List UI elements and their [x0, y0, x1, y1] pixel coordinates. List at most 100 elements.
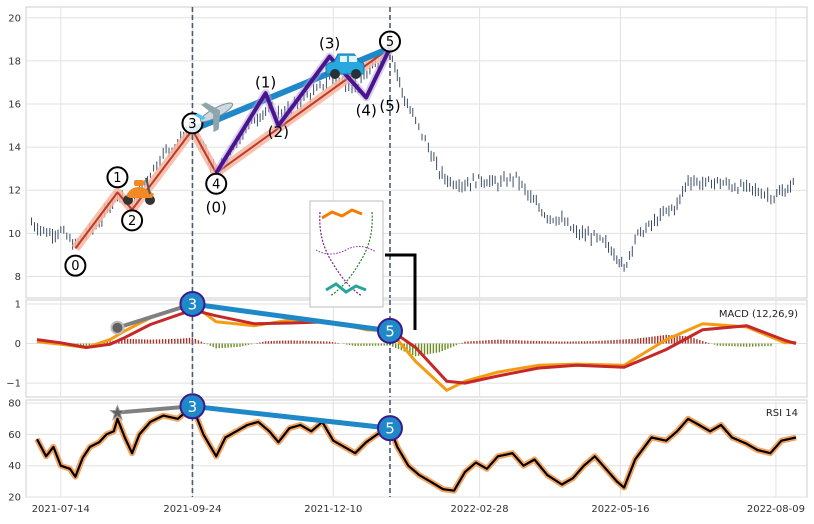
- macd-histogram-bar: [749, 344, 750, 347]
- macd-histogram-bar: [271, 341, 272, 344]
- macd-histogram-bar: [544, 341, 545, 343]
- macd-histogram-bar: [714, 344, 715, 345]
- macd-histogram-bar: [381, 344, 382, 346]
- macd-histogram-bar: [473, 341, 474, 344]
- macd-histogram-bar: [346, 344, 347, 345]
- macd-histogram-bar: [245, 344, 246, 346]
- macd-histogram-bar: [288, 341, 289, 344]
- macd-histogram-bar: [541, 341, 542, 344]
- macd-histogram-bar: [613, 340, 614, 344]
- macd-histogram-bar: [433, 344, 434, 354]
- macd-histogram-bar: [740, 344, 741, 347]
- macd-histogram-bar: [575, 341, 576, 343]
- macd-histogram-bar: [335, 343, 336, 344]
- macd-histogram-bar: [444, 344, 445, 350]
- macd-histogram-bar: [464, 342, 465, 344]
- macd-histogram-bar: [86, 344, 87, 346]
- macd-histogram-bar: [384, 344, 385, 346]
- x-tick-label: 2022-08-09: [747, 504, 805, 515]
- macd-histogram-bar: [439, 344, 440, 353]
- macd-histogram-bar: [230, 344, 231, 348]
- wave-label: (3): [319, 35, 340, 53]
- macd-histogram-bar: [204, 343, 205, 344]
- macd-histogram-bar: [183, 338, 184, 343]
- macd-histogram-bar: [291, 340, 292, 343]
- macd-histogram-bar: [485, 340, 486, 343]
- macd-histogram-bar: [731, 344, 732, 347]
- wave-label: 0: [71, 259, 79, 274]
- macd-histogram-bar: [186, 338, 187, 344]
- macd-histogram-bar: [556, 341, 557, 343]
- macd-histogram-bar: [737, 344, 738, 347]
- macd-histogram-bar: [536, 341, 537, 344]
- rsi-y-tick-label: 40: [8, 461, 21, 472]
- macd-histogram-bar: [494, 340, 495, 344]
- macd-histogram-bar: [550, 341, 551, 343]
- x-tick-label: 2022-05-16: [591, 504, 649, 515]
- macd-histogram-bar: [308, 341, 309, 344]
- macd-histogram-bar: [622, 340, 623, 344]
- rsi-panel-frame: [26, 400, 807, 497]
- macd-histogram-bar: [631, 339, 632, 344]
- price-y-tick-label: 14: [8, 143, 21, 154]
- macd-histogram-bar: [227, 344, 228, 348]
- scooter-seat: [134, 180, 144, 186]
- macd-histogram-bar: [222, 344, 223, 348]
- macd-histogram-bar: [592, 341, 593, 343]
- macd-histogram-bar: [162, 339, 163, 343]
- wave-label: 2: [128, 214, 136, 229]
- macd-histogram-bar: [210, 344, 211, 346]
- price-y-tick-label: 16: [8, 100, 21, 111]
- macd-histogram-bar: [442, 344, 443, 352]
- car-wheel: [351, 69, 361, 79]
- macd-histogram-bar: [761, 344, 762, 347]
- macd-histogram-bar: [590, 341, 591, 343]
- x-tick-label: 2021-07-14: [32, 504, 90, 515]
- macd-histogram-bar: [138, 339, 139, 343]
- macd-histogram-bar: [171, 339, 172, 344]
- price-y-tick-label: 18: [8, 56, 21, 67]
- macd-histogram-bar: [690, 337, 691, 343]
- macd-histogram-bar: [470, 341, 471, 343]
- macd-histogram-bar: [276, 341, 277, 344]
- x-tick-label: 2021-12-10: [304, 504, 362, 515]
- macd-histogram-bar: [702, 341, 703, 344]
- macd-histogram-bar: [305, 341, 306, 344]
- macd-histogram-bar: [587, 341, 588, 343]
- price-y-tick-label: 20: [8, 13, 21, 24]
- macd-y-tick-label: −1: [6, 379, 21, 390]
- macd-histogram-bar: [239, 344, 240, 347]
- macd-histogram-bar: [282, 341, 283, 344]
- macd-histogram-bar: [195, 339, 196, 344]
- macd-histogram-bar: [124, 339, 125, 344]
- macd-histogram-bar: [352, 344, 353, 346]
- price-y-tick-label: 12: [8, 186, 21, 197]
- pattern-thumbnail: [310, 201, 383, 307]
- macd-histogram-bar: [758, 344, 759, 347]
- macd-histogram-bar: [515, 340, 516, 343]
- macd-histogram-bar: [461, 343, 462, 344]
- wave-label: 3: [188, 117, 196, 132]
- macd-histogram-bar: [168, 339, 169, 344]
- macd-title: MACD (12,26,9): [719, 309, 798, 320]
- price-y-tick-label: 8: [15, 272, 21, 283]
- macd-histogram-bar: [512, 340, 513, 343]
- wave-label: 1: [113, 171, 121, 186]
- macd-histogram-bar: [558, 342, 559, 344]
- macd-histogram-bar: [657, 336, 658, 344]
- macd-histogram-bar: [456, 344, 457, 346]
- wave-label: 4: [212, 177, 220, 192]
- rsi-y-tick-label: 60: [8, 430, 21, 441]
- macd-histogram-bar: [130, 339, 131, 344]
- macd-histogram-bar: [357, 344, 358, 346]
- x-tick-label: 2021-09-24: [163, 504, 221, 515]
- macd-histogram-bar: [366, 344, 367, 346]
- macd-histogram-bar: [654, 336, 655, 343]
- macd-histogram-bar: [135, 339, 136, 343]
- macd-histogram-bar: [314, 341, 315, 343]
- macd-histogram-bar: [299, 341, 300, 344]
- car-window: [340, 56, 347, 62]
- macd-histogram-bar: [329, 342, 330, 344]
- macd-histogram-bar: [696, 339, 697, 343]
